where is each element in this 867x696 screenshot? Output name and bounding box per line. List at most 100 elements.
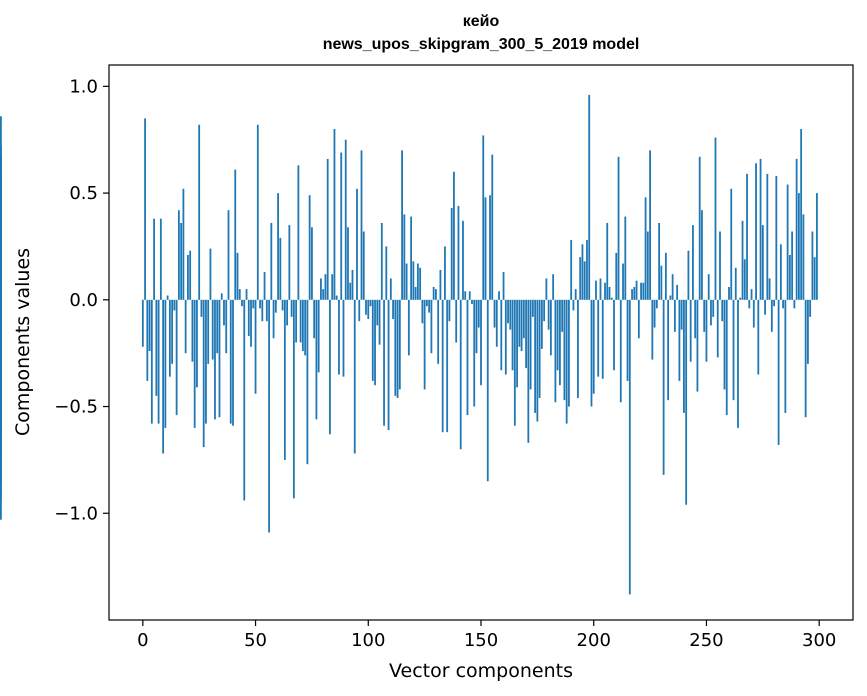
- bar: [358, 299, 361, 322]
- bar: [232, 299, 234, 426]
- bar: [299, 299, 302, 343]
- bar: [473, 299, 476, 407]
- bar: [385, 246, 388, 300]
- bar: [689, 299, 692, 362]
- bar: [311, 227, 313, 300]
- bar: [362, 231, 365, 300]
- bar: [705, 299, 708, 362]
- bar: [405, 263, 408, 300]
- bar: [685, 299, 688, 505]
- y-tick-label: 1.0: [69, 76, 98, 97]
- bar: [308, 195, 311, 300]
- bar: [703, 299, 706, 332]
- bar: [223, 299, 225, 326]
- bar: [243, 299, 246, 501]
- bar: [283, 299, 286, 460]
- bar: [568, 299, 570, 407]
- bar: [301, 299, 304, 352]
- bar: [797, 193, 800, 300]
- bar: [534, 299, 537, 413]
- bar: [347, 227, 349, 300]
- bar: [737, 299, 739, 428]
- bar: [265, 299, 268, 322]
- bar: [324, 274, 327, 300]
- bar: [209, 248, 212, 300]
- bar: [459, 299, 462, 450]
- bar: [394, 299, 397, 396]
- bar: [207, 299, 210, 364]
- bar: [676, 284, 679, 300]
- x-tick-label: 100: [351, 630, 385, 651]
- bar: [613, 299, 615, 371]
- bar: [157, 299, 160, 424]
- bar: [646, 231, 649, 300]
- bar: [168, 299, 171, 377]
- bar: [414, 287, 417, 300]
- bar: [218, 299, 221, 418]
- bar: [723, 299, 726, 390]
- bar: [238, 289, 241, 300]
- bar: [306, 299, 309, 465]
- bar: [522, 299, 525, 339]
- bar: [784, 299, 787, 413]
- bar: [504, 299, 507, 375]
- bar: [752, 299, 755, 328]
- bar: [392, 299, 394, 320]
- bar: [335, 295, 338, 300]
- bar: [651, 299, 654, 360]
- bar: [719, 231, 721, 300]
- bar: [527, 299, 530, 443]
- bar: [175, 299, 178, 416]
- bar: [694, 299, 697, 339]
- bar: [191, 299, 194, 362]
- x-tick-label: 200: [577, 630, 611, 651]
- bar: [245, 289, 248, 300]
- bar: [444, 246, 446, 300]
- bar: [764, 299, 766, 315]
- bar: [698, 156, 701, 300]
- bar: [728, 287, 730, 300]
- bar: [416, 263, 419, 300]
- bar: [604, 282, 606, 300]
- bar: [141, 299, 144, 347]
- bar: [462, 220, 464, 300]
- bar: [791, 231, 794, 300]
- bar: [256, 124, 259, 300]
- bar: [741, 220, 744, 300]
- bar: [480, 299, 482, 386]
- bar: [236, 252, 239, 300]
- bar: [671, 274, 674, 300]
- bar: [642, 282, 645, 300]
- bar: [365, 299, 367, 315]
- bar: [315, 299, 318, 420]
- bar: [193, 299, 196, 428]
- bar: [383, 299, 385, 426]
- bar: [543, 299, 546, 322]
- bar: [644, 197, 647, 300]
- x-axis-label: Vector components: [389, 660, 573, 682]
- bar: [793, 299, 796, 309]
- bar: [216, 299, 219, 354]
- bar: [788, 254, 791, 300]
- bar: [549, 299, 552, 356]
- bar: [263, 272, 266, 300]
- bar: [453, 171, 455, 300]
- bar: [716, 299, 719, 358]
- bar: [491, 154, 494, 300]
- bar: [773, 299, 775, 307]
- bars-group: [0, 94, 818, 595]
- bar: [475, 299, 478, 354]
- bar: [782, 299, 785, 309]
- bar: [680, 299, 683, 330]
- bar: [457, 205, 460, 300]
- bar: [401, 150, 403, 300]
- bar: [800, 129, 803, 300]
- bar: [633, 287, 636, 300]
- bar: [247, 299, 250, 337]
- y-ticks: −1.0 −0.5 0.0 0.5 1.0: [54, 76, 109, 524]
- bar: [234, 169, 237, 300]
- bar: [430, 299, 433, 354]
- bar: [538, 299, 541, 398]
- bar: [367, 299, 370, 320]
